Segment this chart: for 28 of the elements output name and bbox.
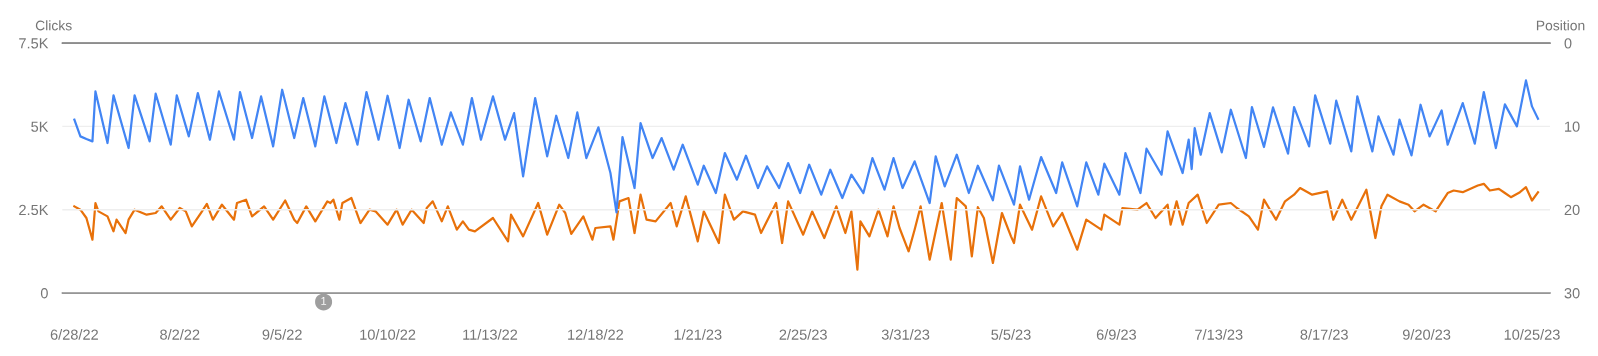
y2-tick-label: 20	[1564, 204, 1580, 216]
y-axis-title: Clicks	[35, 20, 72, 31]
x-tick-label: 11/13/22	[463, 329, 518, 340]
x-tick-label: 7/13/23	[1195, 329, 1243, 340]
x-tick-label: 9/20/23	[1402, 329, 1451, 340]
x-tick-label: 9/5/22	[262, 329, 302, 340]
x-tick-label: 8/2/22	[160, 329, 200, 340]
y-tick-label: 7.5K	[19, 38, 49, 49]
x-tick-label: 10/25/23	[1504, 329, 1560, 340]
x-tick-label: 3/31/23	[881, 329, 930, 340]
line-series	[73, 182, 1540, 271]
x-tick-label: 2/25/23	[779, 329, 827, 340]
x-tick-label: 6/28/22	[50, 329, 98, 340]
y2-tick-label: 30	[1564, 288, 1580, 299]
y-tick-label: 0	[40, 288, 48, 299]
x-tick-label: 5/5/23	[991, 329, 1031, 340]
y2-tick-label: 10	[1565, 121, 1580, 132]
y2-axis-title: Position	[1536, 20, 1585, 31]
x-tick-label: 6/9/23	[1096, 329, 1137, 340]
y-tick-label: 5K	[31, 121, 49, 132]
y2-tick-label: 0	[1564, 38, 1572, 49]
text: 1	[321, 297, 327, 305]
x-tick-label: 8/17/23	[1300, 329, 1348, 340]
line-series	[73, 79, 1540, 214]
x-tick-label: 10/10/22	[360, 329, 416, 340]
x-tick-label: 1/21/23	[674, 329, 722, 340]
y-tick-label: 2.5K	[19, 204, 49, 216]
x-tick-label: 12/18/22	[568, 329, 624, 340]
